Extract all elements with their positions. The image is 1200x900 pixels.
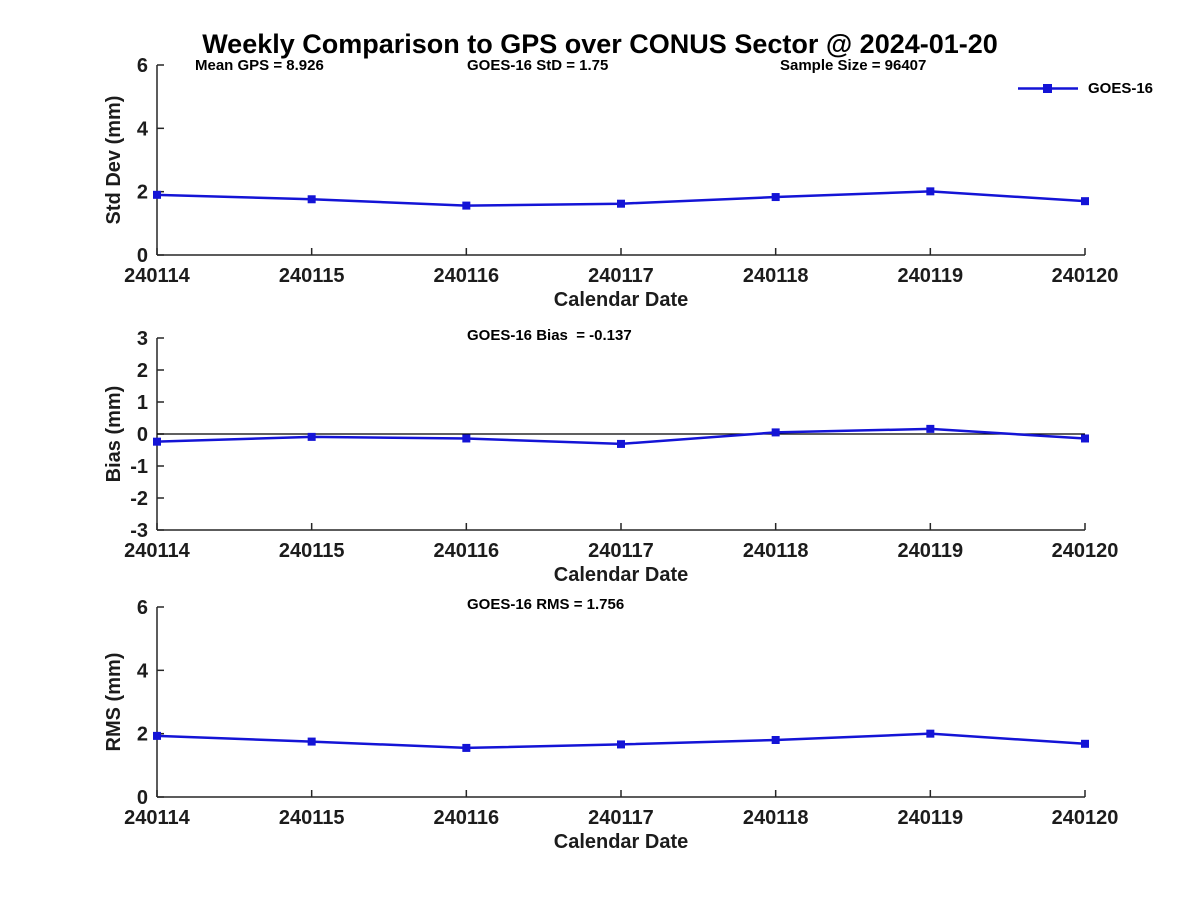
x-tick-label: 240114 bbox=[124, 807, 191, 829]
x-tick-label: 240119 bbox=[898, 265, 964, 287]
y-tick-label: -1 bbox=[130, 456, 148, 478]
y-tick-label: 2 bbox=[137, 724, 148, 746]
bias-chart: -3 -2 -1 0 1 2 3 240114 240115 240116 240117 240118… bbox=[103, 328, 1118, 586]
x-tick-label: 240115 bbox=[279, 807, 345, 829]
y-tick-label: -2 bbox=[130, 488, 148, 510]
y-axis-title: RMS (mm) bbox=[103, 653, 125, 752]
y-tick-label: 4 bbox=[137, 118, 149, 140]
x-axis-title: Calendar Date bbox=[554, 289, 689, 311]
x-tick-label: 240116 bbox=[434, 540, 500, 562]
y-tick-label: 6 bbox=[137, 55, 148, 77]
x-tick-label: 240117 bbox=[588, 540, 654, 562]
x-tick-label: 240115 bbox=[279, 265, 345, 287]
data-point-marker bbox=[926, 424, 935, 433]
rms-chart: 0 2 4 6 240114 240115 240116 240117 240118 240119… bbox=[103, 597, 1118, 853]
legend: GOES-16 bbox=[1016, 80, 1153, 97]
y-tick-label: 0 bbox=[137, 787, 148, 809]
x-tick-label: 240118 bbox=[743, 265, 809, 287]
x-axis-title: Calendar Date bbox=[554, 831, 689, 853]
x-axis-title: Calendar Date bbox=[554, 564, 689, 586]
data-point-marker bbox=[462, 201, 471, 210]
y-tick-label: 4 bbox=[137, 660, 149, 682]
x-tick-label: 240119 bbox=[898, 807, 964, 829]
data-point-marker bbox=[307, 737, 316, 746]
legend-label: GOES-16 bbox=[1088, 80, 1154, 97]
annotation-sample-size: Sample Size = 96407 bbox=[780, 57, 927, 74]
y-tick-label: 0 bbox=[137, 424, 148, 446]
y-tick-label: 3 bbox=[137, 328, 148, 350]
y-tick-label: -3 bbox=[130, 520, 148, 542]
x-tick-label: 240116 bbox=[434, 807, 500, 829]
data-point-marker bbox=[462, 743, 471, 752]
data-point-marker bbox=[926, 187, 935, 196]
figure-title: Weekly Comparison to GPS over CONUS Sect… bbox=[202, 29, 998, 59]
data-point-marker bbox=[926, 729, 935, 738]
data-point-marker bbox=[153, 190, 161, 199]
y-tick-label: 6 bbox=[137, 597, 148, 619]
y-axis-title: Std Dev (mm) bbox=[103, 96, 125, 225]
data-point-marker bbox=[462, 434, 471, 443]
x-tick-label: 240117 bbox=[588, 807, 654, 829]
annotation-goes16-std: GOES-16 StD = 1.75 bbox=[467, 57, 609, 74]
x-tick-label: 240118 bbox=[743, 807, 809, 829]
data-point-marker bbox=[307, 432, 316, 441]
x-tick-label: 240114 bbox=[124, 540, 191, 562]
y-tick-label: 1 bbox=[137, 392, 148, 414]
legend-line-icon bbox=[1018, 84, 1078, 93]
x-tick-label: 240119 bbox=[898, 540, 964, 562]
y-axis-title: Bias (mm) bbox=[103, 386, 125, 483]
data-point-marker bbox=[771, 736, 780, 744]
data-point-marker bbox=[771, 193, 780, 202]
data-point-marker bbox=[307, 195, 316, 204]
x-tick-label: 240116 bbox=[434, 265, 500, 287]
data-point-marker bbox=[1081, 197, 1089, 206]
annotation-goes16-rms: GOES-16 RMS = 1.756 bbox=[467, 596, 625, 613]
x-tick-label: 240115 bbox=[279, 540, 345, 562]
data-point-marker bbox=[617, 740, 625, 749]
data-point-marker bbox=[1081, 434, 1089, 443]
y-tick-label: 0 bbox=[137, 245, 148, 267]
x-tick-label: 240117 bbox=[588, 265, 654, 287]
data-point-marker bbox=[153, 437, 161, 446]
x-tick-label: 240118 bbox=[743, 540, 809, 562]
data-point-marker bbox=[771, 428, 780, 437]
data-point-marker bbox=[153, 731, 161, 740]
data-point-marker bbox=[617, 199, 625, 208]
x-tick-label: 240120 bbox=[1052, 540, 1119, 562]
stddev-chart: 0 2 4 6 240114 240115 240116 240117 240118 240119… bbox=[103, 55, 1118, 311]
y-tick-label: 2 bbox=[137, 360, 148, 382]
y-tick-label: 2 bbox=[137, 182, 148, 204]
x-tick-label: 240120 bbox=[1052, 807, 1119, 829]
x-tick-label: 240120 bbox=[1052, 265, 1119, 287]
annotation-goes16-bias: GOES-16 Bias = -0.137 bbox=[467, 327, 632, 344]
data-point-marker bbox=[1081, 739, 1089, 748]
annotation-mean-gps: Mean GPS = 8.926 bbox=[195, 57, 324, 74]
data-point-marker bbox=[617, 439, 625, 448]
x-tick-label: 240114 bbox=[124, 265, 191, 287]
